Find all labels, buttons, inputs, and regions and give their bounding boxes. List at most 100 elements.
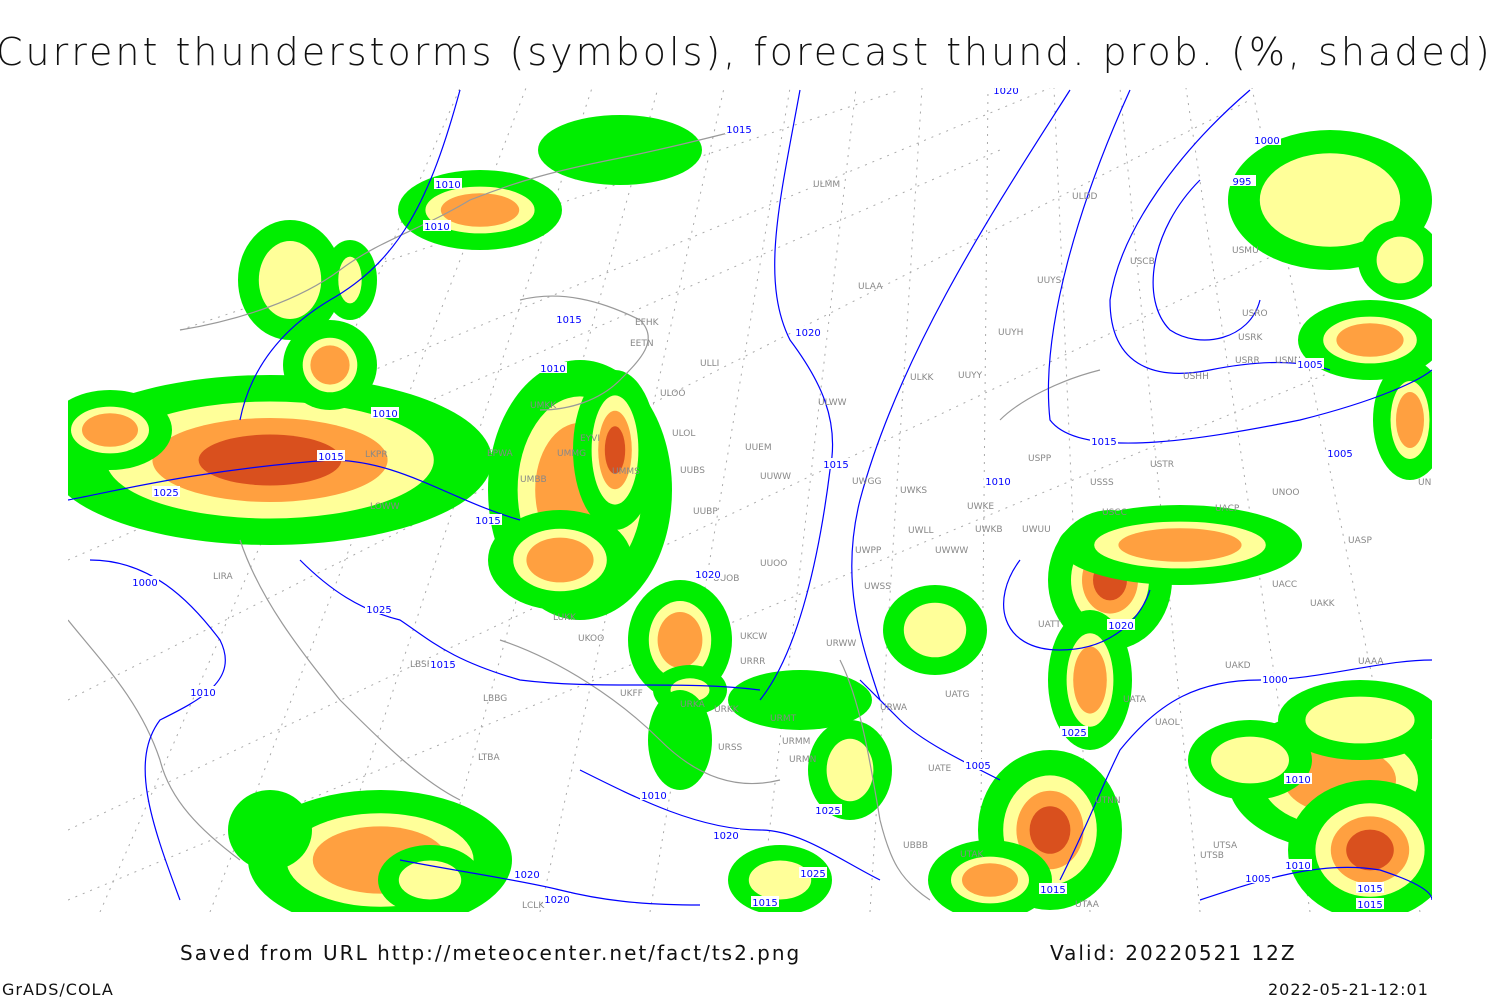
thunderstorm-probability-map: ULMM ULDD USCB USMU ULAA UUYS USRO USRK USRR USNN… bbox=[68, 88, 1432, 912]
isobar-label-bg bbox=[1107, 619, 1135, 630]
probability-area-low bbox=[648, 690, 712, 790]
isobar-label: 1000 bbox=[1254, 136, 1279, 147]
station-label: UWUU bbox=[1022, 525, 1051, 535]
probability-area-high bbox=[1118, 528, 1242, 562]
isobar-label: 1015 bbox=[726, 125, 751, 136]
station-label: UTAA bbox=[1075, 900, 1100, 910]
isobar-label-bg bbox=[1060, 726, 1088, 737]
source-url-text: Saved from URL http://meteocenter.net/fa… bbox=[180, 941, 802, 965]
isobar-line bbox=[1003, 559, 1151, 651]
isobar-label: 1025 bbox=[366, 605, 391, 616]
station-label: UAKD bbox=[1225, 661, 1251, 671]
station-label: UNOO bbox=[1272, 488, 1300, 498]
station-labels: ULMM ULDD USCB USMU ULAA UUYS USRO USRK USRR USNN… bbox=[213, 180, 1432, 911]
station-label: USNN bbox=[1275, 356, 1301, 366]
isobar-label-bg bbox=[152, 486, 180, 497]
probability-area-low bbox=[228, 790, 312, 870]
coastline bbox=[839, 659, 931, 901]
isobar-line bbox=[1059, 659, 1432, 881]
isobar-line bbox=[299, 559, 761, 691]
station-label: USSS bbox=[1090, 478, 1114, 488]
grid-line bbox=[979, 88, 989, 912]
station-label: UKFF bbox=[620, 689, 643, 699]
probability-area-high bbox=[657, 612, 703, 668]
probability-area-high bbox=[440, 193, 520, 227]
isobar-label: 1025 bbox=[1061, 728, 1086, 739]
station-label: UUYS bbox=[1037, 276, 1062, 286]
probability-area-mid bbox=[1211, 736, 1289, 784]
isobar-label: 1000 bbox=[1262, 675, 1287, 686]
station-label: USCC bbox=[1102, 508, 1127, 518]
station-label: UUBS bbox=[680, 466, 705, 476]
isobar-label-bg bbox=[964, 759, 992, 770]
station-label: UWWW bbox=[935, 546, 968, 556]
isobar-label-bg bbox=[131, 576, 159, 587]
grid-line bbox=[649, 88, 791, 912]
station-label: UASP bbox=[1348, 536, 1372, 546]
probability-area-mid bbox=[1259, 153, 1401, 247]
isobar-label-bg bbox=[751, 896, 779, 907]
isobar-label-bg bbox=[822, 458, 850, 469]
isobar-line bbox=[851, 89, 1071, 701]
coastline bbox=[519, 295, 649, 411]
probability-area-high bbox=[1073, 646, 1107, 714]
station-label: UNBB bbox=[1418, 478, 1432, 488]
probability-shading bbox=[68, 115, 1432, 912]
isobar-line bbox=[1152, 179, 1261, 341]
valid-time: Valid: 20220521 12Z bbox=[1050, 941, 1297, 965]
isobar-label: 1010 bbox=[435, 180, 460, 191]
station-label: LIRA bbox=[213, 572, 234, 582]
isobar-label: 1020 bbox=[1108, 621, 1133, 632]
isobar-label-bg bbox=[1253, 134, 1281, 145]
probability-area-max bbox=[1346, 829, 1394, 871]
isobar-label: 1025 bbox=[153, 488, 178, 499]
station-label: USRK bbox=[1238, 333, 1264, 343]
station-label: USPP bbox=[1028, 454, 1052, 464]
isobar-line bbox=[1199, 866, 1432, 901]
station-label: ULOO bbox=[660, 389, 685, 399]
isobar-line bbox=[1109, 89, 1331, 374]
isobar-label: 1000 bbox=[132, 578, 157, 589]
isobar-label-bg bbox=[1261, 673, 1289, 684]
isobar-label: 1015 bbox=[823, 460, 848, 471]
isobar-label-bg bbox=[694, 568, 722, 579]
station-label: UWLL bbox=[908, 526, 934, 536]
station-label: LKPR bbox=[365, 450, 388, 460]
isobar-label: 1010 bbox=[985, 477, 1010, 488]
station-label: ULKK bbox=[910, 373, 935, 383]
isobar-label-bg bbox=[1326, 447, 1354, 458]
probability-area-high bbox=[526, 537, 594, 583]
probability-area-max bbox=[198, 434, 342, 486]
isobar-label: 1015 bbox=[556, 315, 581, 326]
isobar-label-bg bbox=[555, 313, 583, 324]
station-label: UWKE bbox=[967, 502, 994, 512]
isobar-line bbox=[579, 769, 881, 881]
grid-line bbox=[429, 88, 659, 912]
isobar-label-bg bbox=[189, 686, 217, 697]
station-label: EPWA bbox=[487, 449, 514, 459]
station-label: USRR bbox=[1235, 356, 1260, 366]
isobar-label-bg bbox=[1296, 358, 1324, 369]
probability-area-mid bbox=[826, 738, 874, 802]
grid-line bbox=[179, 89, 901, 331]
isobar-label: 1025 bbox=[815, 806, 840, 817]
isobar-label-bg bbox=[1039, 883, 1067, 894]
station-label: UMMS bbox=[612, 467, 640, 477]
station-label: UATE bbox=[928, 764, 952, 774]
station-label: UMMG bbox=[557, 449, 586, 459]
isobar-label-bg bbox=[365, 603, 393, 614]
station-label: UACP bbox=[1215, 504, 1240, 514]
station-label: USMU bbox=[1232, 246, 1259, 256]
station-label: ULAA bbox=[858, 282, 883, 292]
station-label: UACC bbox=[1272, 580, 1297, 590]
isobar-label-bg bbox=[1090, 435, 1118, 446]
isobar-label: 1020 bbox=[795, 328, 820, 339]
station-label: LBSF bbox=[410, 660, 432, 670]
isobar-label: 1020 bbox=[993, 88, 1018, 97]
station-label: ULLI bbox=[700, 359, 719, 369]
station-label: UATA bbox=[1123, 695, 1147, 705]
isobar-line bbox=[399, 859, 701, 906]
probability-area-high bbox=[1396, 392, 1424, 448]
station-label: URWA bbox=[880, 703, 908, 713]
isobar-label-bg bbox=[1356, 898, 1384, 909]
